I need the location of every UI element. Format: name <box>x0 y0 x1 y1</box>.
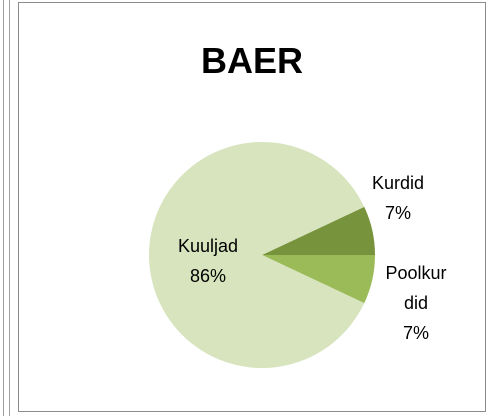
pie-slice <box>262 206 375 255</box>
pie <box>148 141 375 368</box>
value-label: 7% <box>402 323 429 343</box>
value-label: 7% <box>384 203 411 223</box>
data-label: Kuuljad 86% <box>160 231 256 291</box>
data-label: Poolkurdid 7% <box>380 258 452 348</box>
value-label: 86% <box>189 266 227 286</box>
data-label: Kurdid 7% <box>360 168 436 228</box>
category-label: Kurdid <box>371 173 425 193</box>
pie-slice <box>148 141 365 368</box>
category-label: Kuuljad <box>177 236 239 256</box>
chart-title: BAER <box>200 40 303 81</box>
category-label: Poolkurdid <box>385 263 447 313</box>
pie-slice <box>262 255 375 304</box>
